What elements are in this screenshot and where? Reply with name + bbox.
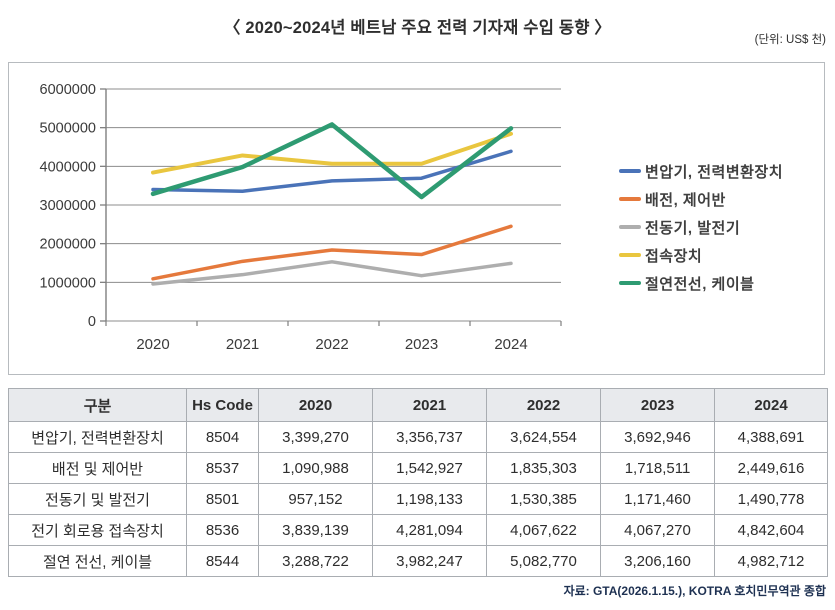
table-cell: 변압기, 전력변환장치 bbox=[8, 421, 187, 453]
x-axis-label: 2021 bbox=[226, 336, 259, 353]
table-row: 전기 회로용 접속장치 8536 3,839,139 4,281,094 4,067,6… bbox=[8, 514, 828, 546]
x-axis-label: 2023 bbox=[405, 336, 438, 353]
table-header-cell: 2024 bbox=[714, 388, 828, 422]
table-header-cell: 2023 bbox=[600, 388, 715, 422]
table-row: 절연 전선, 케이블 8544 3,288,722 3,982,247 5,082,77… bbox=[8, 545, 828, 577]
legend-item: 전동기, 발전기 bbox=[619, 217, 824, 237]
table-cell: 전기 회로용 접속장치 bbox=[8, 514, 187, 546]
legend-item: 배전, 제어반 bbox=[619, 189, 824, 209]
y-axis-label: 1000000 bbox=[40, 275, 96, 291]
y-axis-label: 0 bbox=[88, 314, 96, 330]
legend-item: 변압기, 전력변환장치 bbox=[619, 161, 824, 181]
table-row: 변압기, 전력변환장치 8504 3,399,270 3,356,737 3,624,5… bbox=[8, 421, 828, 453]
table-header-cell: Hs Code bbox=[186, 388, 259, 422]
table-cell: 1,530,385 bbox=[486, 483, 601, 515]
table-row: 전동기 및 발전기 8501 957,152 1,198,133 1,530,385 1,… bbox=[8, 483, 828, 515]
table-cell: 3,356,737 bbox=[372, 421, 487, 453]
chart-panel: 0 1000000 2000000 3000000 4000000 5000000 6000… bbox=[8, 62, 825, 375]
series-line-1 bbox=[151, 224, 513, 281]
table-cell: 전동기 및 발전기 bbox=[8, 483, 187, 515]
table-cell: 3,692,946 bbox=[600, 421, 715, 453]
legend-swatch bbox=[619, 281, 641, 285]
table-cell: 8537 bbox=[186, 452, 259, 484]
legend-item: 절연전선, 케이블 bbox=[619, 273, 824, 293]
x-axis-label: 2020 bbox=[136, 336, 169, 353]
table-row: 배전 및 제어반 8537 1,090,988 1,542,927 1,835,303 1… bbox=[8, 452, 828, 484]
table-cell: 5,082,770 bbox=[486, 545, 601, 577]
table-cell: 1,718,511 bbox=[600, 452, 715, 484]
table-cell: 1,490,778 bbox=[714, 483, 828, 515]
unit-label: (단위: US$ 천) bbox=[754, 34, 826, 46]
source-note: 자료: GTA(2026.1.15.), KOTRA 호치민무역관 종합 bbox=[563, 584, 826, 598]
table-cell: 4,067,622 bbox=[486, 514, 601, 546]
legend-swatch bbox=[619, 225, 641, 229]
table-cell: 4,388,691 bbox=[714, 421, 828, 453]
table-cell: 1,171,460 bbox=[600, 483, 715, 515]
legend-swatch bbox=[619, 169, 641, 173]
table-header-row: 구분 Hs Code 2020 2021 2022 2023 2024 bbox=[8, 388, 828, 422]
series-line-0 bbox=[151, 149, 513, 193]
line-chart: 0 1000000 2000000 3000000 4000000 5000000 6000… bbox=[40, 82, 562, 353]
y-axis-label: 3000000 bbox=[40, 198, 96, 214]
page-title: 〈 2020~2024년 베트남 주요 전력 기자재 수입 동향 〉 bbox=[223, 19, 612, 37]
series-line-2 bbox=[151, 260, 513, 286]
y-axis-label: 6000000 bbox=[40, 82, 96, 98]
table-cell: 1,542,927 bbox=[372, 452, 487, 484]
legend-label: 배전, 제어반 bbox=[645, 191, 726, 209]
table-cell: 4,982,712 bbox=[714, 545, 828, 577]
legend-label: 변압기, 전력변환장치 bbox=[645, 163, 784, 181]
series-line-3 bbox=[151, 131, 513, 175]
table-cell: 1,835,303 bbox=[486, 452, 601, 484]
series-line-4 bbox=[150, 122, 514, 200]
table-cell: 4,067,270 bbox=[600, 514, 715, 546]
table-cell: 배전 및 제어반 bbox=[8, 452, 187, 484]
table-cell: 절연 전선, 케이블 bbox=[8, 545, 187, 577]
table-cell: 3,399,270 bbox=[258, 421, 373, 453]
table-cell: 8501 bbox=[186, 483, 259, 515]
table-cell: 2,449,616 bbox=[714, 452, 828, 484]
table-cell: 1,198,133 bbox=[372, 483, 487, 515]
legend-label: 접속장치 bbox=[645, 247, 703, 265]
y-axis-label: 5000000 bbox=[40, 121, 96, 137]
table-cell: 1,090,988 bbox=[258, 452, 373, 484]
legend-item: 접속장치 bbox=[619, 245, 824, 265]
legend-swatch bbox=[619, 197, 641, 201]
table-cell: 8544 bbox=[186, 545, 259, 577]
legend-label: 절연전선, 케이블 bbox=[645, 275, 755, 293]
table-cell: 3,839,139 bbox=[258, 514, 373, 546]
y-axis-label: 2000000 bbox=[40, 237, 96, 253]
table-header-cell: 2020 bbox=[258, 388, 373, 422]
table-cell: 8504 bbox=[186, 421, 259, 453]
table-cell: 3,206,160 bbox=[600, 545, 715, 577]
legend-swatch bbox=[619, 253, 641, 257]
table-header-cell: 2022 bbox=[486, 388, 601, 422]
x-axis-label: 2022 bbox=[315, 336, 348, 353]
table-cell: 8536 bbox=[186, 514, 259, 546]
table-cell: 4,842,604 bbox=[714, 514, 828, 546]
table-cell: 3,982,247 bbox=[372, 545, 487, 577]
table-header-cell: 2021 bbox=[372, 388, 487, 422]
table-cell: 4,281,094 bbox=[372, 514, 487, 546]
table-cell: 3,624,554 bbox=[486, 421, 601, 453]
table-cell: 957,152 bbox=[258, 483, 373, 515]
y-axis-label: 4000000 bbox=[40, 159, 96, 175]
legend-label: 전동기, 발전기 bbox=[645, 219, 741, 237]
table-cell: 3,288,722 bbox=[258, 545, 373, 577]
table-header-cell: 구분 bbox=[8, 388, 187, 422]
x-axis-label: 2024 bbox=[494, 336, 527, 353]
import-table: 구분 Hs Code 2020 2021 2022 2023 2024 변압기, 전력변환장… bbox=[8, 388, 828, 577]
